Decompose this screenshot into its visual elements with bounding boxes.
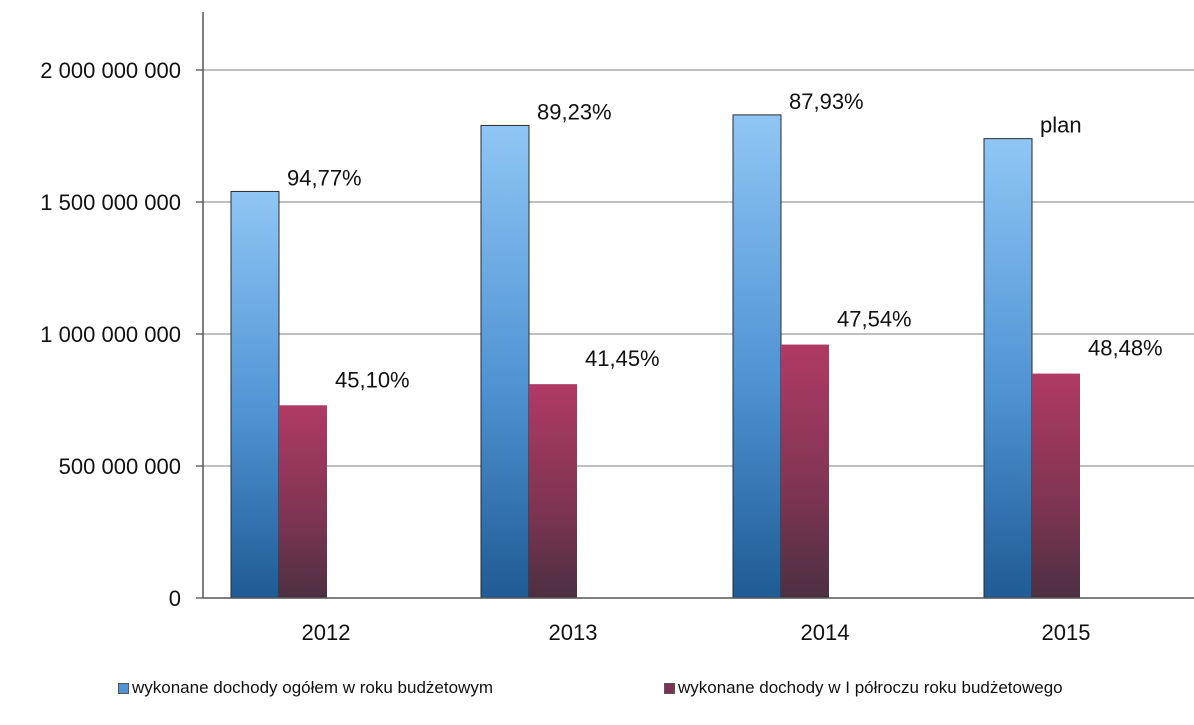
- legend-swatch-half-year: [664, 682, 675, 694]
- y-tick-label: 0: [169, 586, 181, 611]
- bars: [230, 114, 1080, 599]
- y-tick-label: 2 000 000 000: [40, 58, 181, 83]
- data-label: 48,48%: [1088, 336, 1163, 361]
- y-tick-label: 500 000 000: [59, 454, 181, 479]
- legend-item-half-year: wykonane dochody w I półroczu roku budże…: [664, 678, 1063, 698]
- bar-total-2015: [983, 138, 1033, 599]
- x-tick-label: 2012: [302, 620, 351, 645]
- x-tick-label: 2014: [801, 620, 850, 645]
- bar-half-year-2012: [279, 405, 327, 598]
- data-label: 89,23%: [537, 99, 612, 124]
- data-label: plan: [1040, 113, 1082, 138]
- bar-total-2013: [480, 124, 530, 599]
- labels: 0 500 000 000 1 000 000 000 1 500 000 000 2 …: [40, 58, 1162, 645]
- legend: wykonane dochody ogółem w roku budżetowy…: [0, 672, 1194, 712]
- x-tick-label: 2015: [1042, 620, 1091, 645]
- x-tick-label: 2013: [549, 620, 598, 645]
- bar-half-year-2014: [781, 344, 829, 598]
- axes: [196, 12, 1194, 599]
- bar-half-year-2015: [1032, 373, 1080, 598]
- y-tick-label: 1 500 000 000: [40, 190, 181, 215]
- bar-chart: 0 500 000 000 1 000 000 000 1 500 000 000 2 …: [40, 12, 1194, 645]
- data-label: 41,45%: [585, 346, 660, 371]
- legend-item-total: wykonane dochody ogółem w roku budżetowy…: [118, 678, 493, 698]
- legend-swatch-total: [118, 682, 129, 694]
- bar-half-year-2013: [529, 384, 577, 598]
- data-label: 87,93%: [789, 89, 864, 114]
- bar-total-2014: [732, 114, 782, 599]
- bar-total-2012: [230, 190, 280, 599]
- y-tick-label: 1 000 000 000: [40, 322, 181, 347]
- data-label: 45,10%: [335, 367, 410, 392]
- legend-label-total: wykonane dochody ogółem w roku budżetowy…: [132, 678, 493, 697]
- data-label: 47,54%: [837, 307, 912, 332]
- legend-label-half-year: wykonane dochody w I półroczu roku budże…: [678, 678, 1063, 697]
- data-label: 94,77%: [287, 165, 362, 190]
